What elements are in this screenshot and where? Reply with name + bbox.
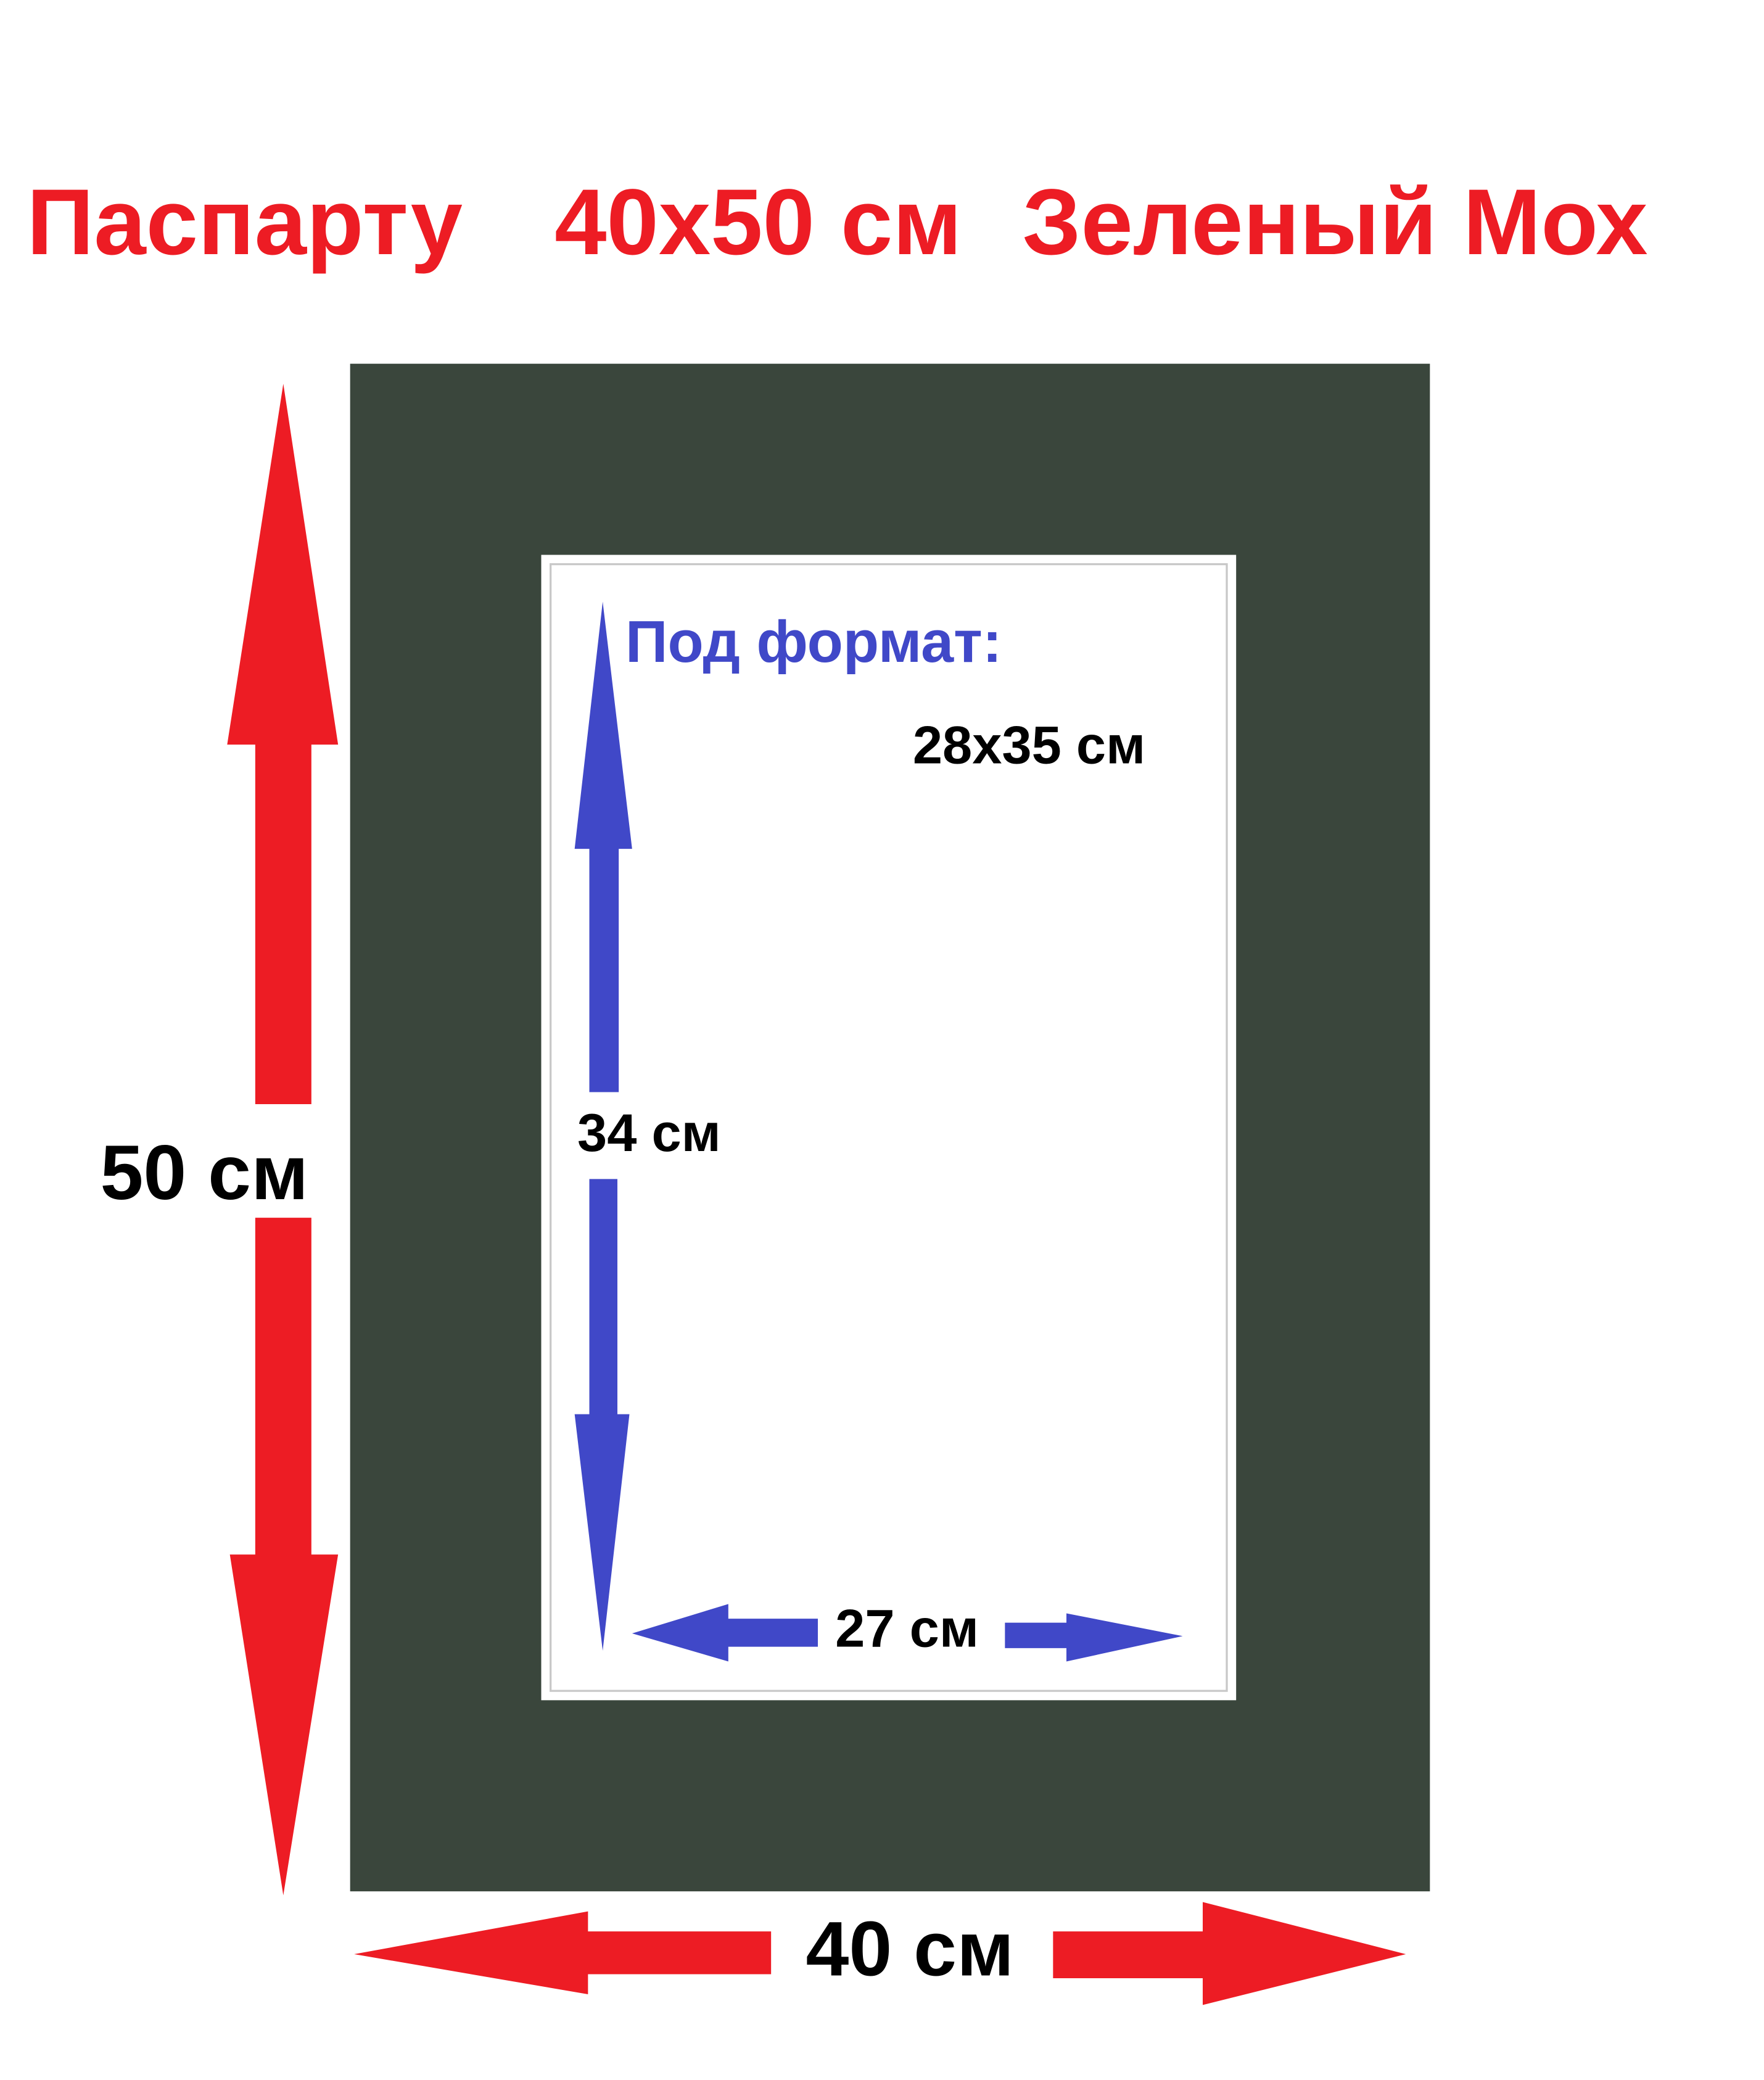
height-arrow-up <box>227 384 339 1104</box>
title-size: 40x50 см <box>554 170 962 274</box>
format-value: 28x35 см <box>913 716 1145 775</box>
title-word: Паспарту <box>27 170 463 274</box>
window-bevel <box>550 563 1228 1692</box>
format-label: Под формат: <box>625 609 1002 675</box>
width-arrow-left <box>354 1911 772 1994</box>
outer-width-label: 40 см <box>806 1905 1014 1992</box>
window-height-label: 34 см <box>577 1104 721 1163</box>
width-arrow-right <box>1053 1902 1406 2005</box>
window-width-arrow-right <box>1005 1613 1183 1662</box>
window-height-arrow-down <box>574 1179 630 1651</box>
window-height-arrow-up <box>574 601 632 1092</box>
height-arrow-down <box>229 1218 339 1896</box>
window-width-arrow-left <box>632 1604 818 1662</box>
title-color: Зеленый Мох <box>1022 170 1647 274</box>
mat-window <box>541 555 1237 1701</box>
outer-height-label: 50 см <box>100 1129 308 1216</box>
window-width-label: 27 см <box>835 1599 979 1659</box>
